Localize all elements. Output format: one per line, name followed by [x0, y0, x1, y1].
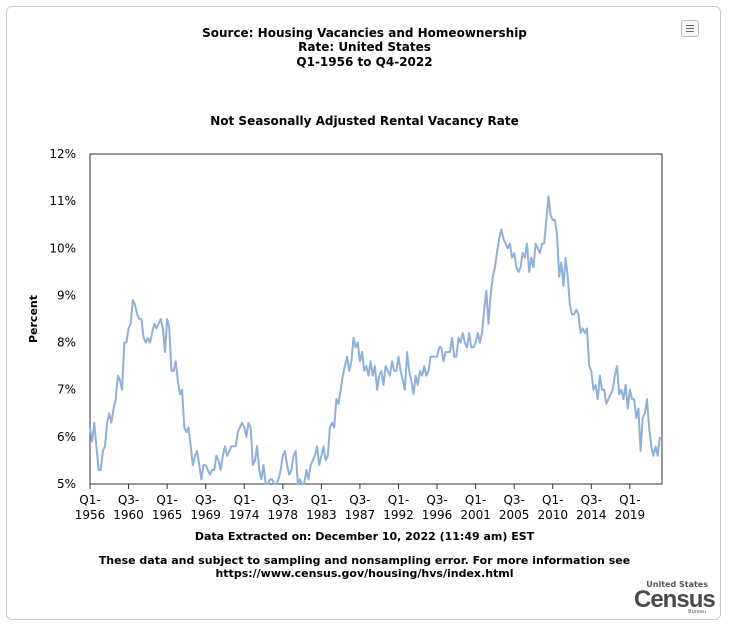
y-axis-title: Percent	[27, 295, 40, 343]
x-tick-label: Q3-	[503, 493, 524, 507]
x-tick-label: Q3-	[426, 493, 447, 507]
plot-area	[89, 153, 663, 485]
page-title-line-1: Source: Housing Vacancies and Homeowners…	[202, 26, 527, 40]
y-tick-label: 7%	[57, 383, 76, 397]
x-tick-label: Q1-	[234, 493, 255, 507]
census-bureau-logo: United States Census Bureau	[634, 580, 716, 615]
x-tick-label: 1974	[229, 508, 260, 522]
x-tick-label: 1992	[383, 508, 414, 522]
x-tick-label: 1960	[113, 508, 144, 522]
y-axis-ticks: 5% 6% 7% 8% 9% 10% 11% 12%	[49, 147, 76, 491]
x-tick-label: Q3-	[581, 493, 602, 507]
x-tick-label: Q1-	[542, 493, 563, 507]
x-tick-label: 1956	[75, 508, 106, 522]
x-tick-label: 2019	[615, 508, 646, 522]
y-tick-label: 12%	[49, 147, 76, 161]
data-extracted-note: Data Extracted on: December 10, 2022 (11…	[194, 530, 535, 543]
series-line	[89, 195, 661, 485]
x-tick-label: Q1-	[79, 493, 100, 507]
y-tick-label: 6%	[57, 430, 76, 444]
x-tick-label: 1978	[268, 508, 299, 522]
x-axis-ticks: Q1-1956Q3-1960Q1-1965Q3-1969Q1-1974Q3-19…	[75, 484, 645, 522]
y-tick-label: 8%	[57, 336, 76, 350]
x-tick-label: 1996	[422, 508, 453, 522]
x-tick-label: 1987	[345, 508, 376, 522]
x-tick-label: Q3-	[272, 493, 293, 507]
x-tick-label: Q1-	[388, 493, 409, 507]
x-tick-label: Q3-	[195, 493, 216, 507]
x-tick-label: Q1-	[311, 493, 332, 507]
x-tick-label: Q1-	[619, 493, 640, 507]
x-tick-label: Q1-	[465, 493, 486, 507]
chart-menu-button[interactable]	[681, 20, 699, 37]
chart-container	[6, 6, 721, 620]
chart-title: Not Seasonally Adjusted Rental Vacancy R…	[210, 114, 519, 128]
x-tick-label: 1969	[190, 508, 221, 522]
y-tick-label: 10%	[49, 241, 76, 255]
page-title-line-2: Rate: United States	[298, 40, 431, 54]
x-tick-label: 1965	[152, 508, 183, 522]
x-tick-label: Q3-	[118, 493, 139, 507]
y-tick-label: 5%	[57, 477, 76, 491]
y-tick-label: 11%	[49, 194, 76, 208]
disclaimer-line-1: These data and subject to sampling and n…	[98, 554, 631, 567]
x-tick-label: 2014	[576, 508, 607, 522]
y-tick-label: 9%	[57, 288, 76, 302]
x-tick-label: 1983	[306, 508, 337, 522]
x-tick-label: 2010	[537, 508, 568, 522]
x-tick-label: 2001	[460, 508, 491, 522]
page-title-line-3: Q1-1956 to Q4-2022	[296, 55, 433, 69]
x-tick-label: 2005	[499, 508, 530, 522]
disclaimer-line-2: https://www.census.gov/housing/hvs/index…	[215, 567, 514, 580]
x-tick-label: Q1-	[156, 493, 177, 507]
x-tick-label: Q3-	[349, 493, 370, 507]
